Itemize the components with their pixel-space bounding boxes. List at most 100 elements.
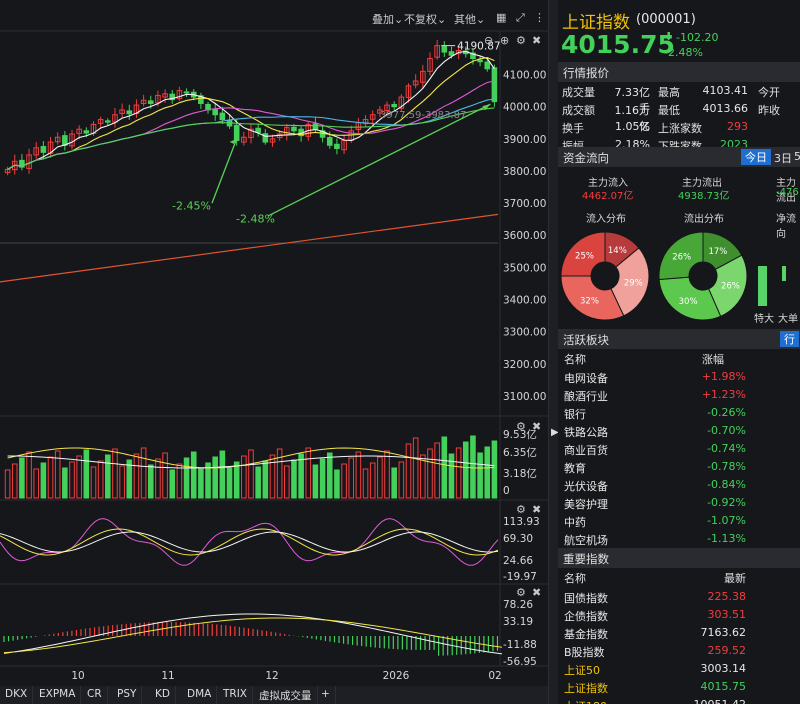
- volume-bar: [11, 463, 18, 499]
- volume-bar: [19, 457, 25, 499]
- index-row[interactable]: B股指数 259.52: [558, 642, 800, 660]
- volume-bar: [176, 463, 183, 499]
- price-tick: 3600.00: [503, 230, 546, 242]
- index-row[interactable]: 上证180 10051.42: [558, 696, 800, 704]
- panel-divider[interactable]: ▶: [548, 0, 559, 704]
- candle-body: [255, 127, 261, 133]
- index-row[interactable]: 基金指数 7163.62: [558, 624, 800, 642]
- vol-close-icon[interactable]: ✖: [532, 420, 542, 433]
- fullscreen-icon[interactable]: ⤢: [516, 11, 525, 24]
- ma-long-line: [0, 213, 499, 283]
- ind1-settings-icon[interactable]: ⚙: [516, 503, 526, 516]
- ind2-close-icon[interactable]: ✖: [532, 586, 542, 599]
- ma-line: [7, 107, 495, 170]
- pie-slice: [560, 231, 606, 277]
- net-bar-big: [782, 266, 786, 281]
- volume-bar: [233, 461, 240, 499]
- zoom-in-icon[interactable]: ⊕: [500, 34, 510, 47]
- candle-body: [420, 70, 426, 83]
- overlay-dropdown[interactable]: 叠加⌄: [372, 13, 404, 26]
- index-row[interactable]: 上证指数 4015.75: [558, 678, 800, 696]
- tab-1[interactable]: EXPMA: [34, 686, 82, 704]
- tab-3[interactable]: PSY: [112, 686, 143, 704]
- ind2-settings-icon[interactable]: ⚙: [516, 586, 526, 599]
- tab-4[interactable]: KD: [150, 686, 176, 704]
- index-last: 3003.14: [700, 662, 747, 675]
- candle-body: [291, 126, 297, 132]
- sector-row[interactable]: 电网设备 +1.98%: [558, 368, 800, 386]
- adjust-label: 不复权: [404, 13, 437, 26]
- close-icon[interactable]: ✖: [532, 34, 542, 47]
- sector-row[interactable]: 银行 -0.26%: [558, 404, 800, 422]
- tab-6[interactable]: TRIX: [218, 686, 253, 704]
- candle-body: [219, 112, 226, 121]
- tab-5[interactable]: DMA: [182, 686, 218, 704]
- other-dropdown[interactable]: 其他⌄: [454, 13, 486, 26]
- adjust-dropdown[interactable]: 不复权⌄: [404, 13, 447, 26]
- more-icon[interactable]: ⋮: [534, 11, 545, 24]
- sector-name: 教育: [564, 462, 586, 475]
- tab-0[interactable]: DKX: [0, 686, 34, 704]
- sector-row[interactable]: 铁路公路 -0.70%: [558, 422, 800, 440]
- overlay-label: 叠加: [372, 13, 394, 26]
- index-row[interactable]: 上证50 3003.14: [558, 660, 800, 678]
- drop-label-2: -2.48%: [236, 212, 275, 225]
- sector-more-button[interactable]: 行: [780, 331, 799, 347]
- ind1-line: [0, 528, 499, 556]
- sector-title: 活跃板块: [563, 333, 609, 347]
- flow-tab-3d[interactable]: 3日: [774, 152, 792, 165]
- ind1-tick: 113.93: [503, 516, 540, 528]
- flow-tab-5d[interactable]: 5: [794, 150, 800, 163]
- volume-bar: [226, 467, 233, 499]
- sector-pct: -0.26%: [707, 406, 746, 419]
- sector-row[interactable]: 商业百货 -0.74%: [558, 440, 800, 458]
- tab-7[interactable]: 虚拟成交量: [254, 686, 318, 704]
- collapse-arrow-icon[interactable]: ▶: [551, 427, 559, 438]
- volume-bar: [477, 452, 483, 499]
- sector-row[interactable]: 中药 -1.07%: [558, 512, 800, 530]
- index-last: 303.51: [707, 608, 747, 621]
- candle-body: [176, 90, 183, 100]
- volume-bar: [119, 465, 125, 499]
- index-row[interactable]: 国债指数 225.38: [558, 588, 800, 606]
- candle-body: [69, 133, 75, 147]
- tab-8[interactable]: +: [316, 686, 336, 704]
- sector-row[interactable]: 光伏设备 -0.84%: [558, 476, 800, 494]
- index-last: 10051.42: [688, 698, 747, 704]
- down-arrow-icon: ⬇: [664, 30, 674, 43]
- sector-name: 铁路公路: [564, 426, 608, 439]
- settings-icon[interactable]: ⚙: [516, 34, 526, 47]
- index-last: 7163.62: [700, 626, 747, 639]
- quote-label: 成交额: [562, 104, 595, 117]
- quote-row: 成交额 1.16万亿 最低 4013.66 昨收: [558, 100, 800, 133]
- tab-2[interactable]: CR: [82, 686, 108, 704]
- sector-pct: -1.07%: [707, 514, 746, 527]
- ind1-close-icon[interactable]: ✖: [532, 503, 542, 516]
- kline-chart[interactable]: 4100.00 4000.00 3900.00 3800.00 3700.00 3600.…: [0, 0, 548, 704]
- sector-name: 电网设备: [564, 372, 608, 385]
- sector-pct: +1.23%: [701, 388, 746, 401]
- sector-row[interactable]: 酿酒行业 +1.23%: [558, 386, 800, 404]
- candle-body: [398, 96, 405, 109]
- ind1-line: [0, 518, 499, 566]
- vol-tick: 6.35亿: [503, 446, 537, 459]
- flow-tab-today[interactable]: 今日: [741, 149, 771, 165]
- candle-body: [441, 46, 448, 53]
- volume-bar: [377, 456, 383, 499]
- grid-icon[interactable]: ▦: [496, 11, 507, 24]
- volume-bar: [291, 459, 297, 499]
- price-tick: 3400.00: [503, 295, 546, 307]
- quote-label: 最高: [658, 86, 680, 99]
- volume-bar: [183, 457, 190, 499]
- macd-line: [3, 617, 503, 654]
- bar-label-super: 特大: [754, 314, 774, 325]
- pie-label: 29%: [624, 278, 643, 288]
- index-row[interactable]: 企债指数 303.51: [558, 606, 800, 624]
- sector-row[interactable]: 美容护理 -0.92%: [558, 494, 800, 512]
- candle-body: [269, 138, 276, 143]
- volume-bar: [284, 465, 290, 499]
- vol-settings-icon[interactable]: ⚙: [516, 420, 526, 433]
- sector-row[interactable]: 教育 -0.78%: [558, 458, 800, 476]
- sector-row[interactable]: 航空机场 -1.13%: [558, 530, 800, 548]
- zoom-out-icon[interactable]: ⊖: [484, 34, 494, 47]
